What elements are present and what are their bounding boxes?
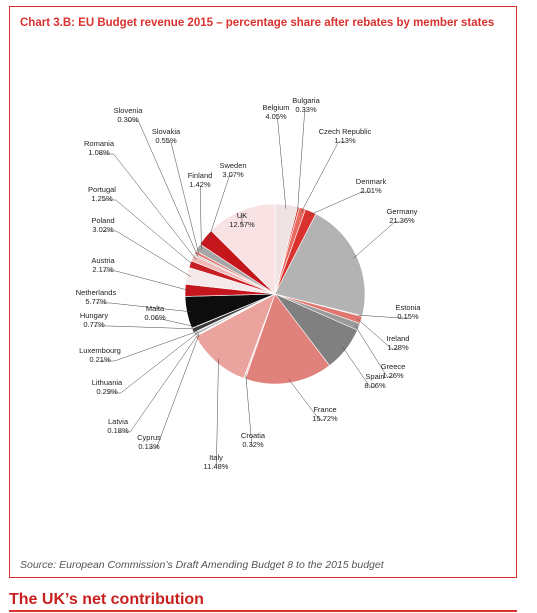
- leader-line-greece: [354, 325, 393, 378]
- slice-label-luxembourg: Luxembourg: [79, 346, 121, 355]
- leader-line-denmark: [309, 191, 371, 216]
- slice-value-france: 15.72%: [312, 414, 338, 423]
- source-note: Source: European Commission’s Draft Amen…: [20, 559, 384, 571]
- slice-label-denmark: Denmark: [356, 177, 387, 186]
- leader-line-romania: [99, 153, 197, 260]
- leader-line-hungary: [94, 325, 197, 330]
- slice-label-croatia: Croatia: [241, 431, 266, 440]
- slice-value-lithuania: 0.29%: [96, 387, 118, 396]
- slice-label-cyprus: Cyprus: [137, 433, 161, 442]
- slice-label-estonia: Estonia: [395, 303, 421, 312]
- slice-label-sweden: Sweden: [219, 161, 246, 170]
- section-heading: The UK’s net contribution: [9, 591, 204, 608]
- slice-value-croatia: 0.32%: [242, 440, 264, 449]
- slice-label-spain: Spain: [365, 372, 384, 381]
- leader-line-france: [288, 378, 325, 421]
- slice-value-slovenia: 0.30%: [117, 115, 139, 124]
- slice-label-uk: UK: [237, 211, 247, 220]
- slice-value-denmark: 2.01%: [360, 186, 382, 195]
- slice-label-greece: Greece: [381, 362, 406, 371]
- slice-value-latvia: 0.18%: [107, 426, 129, 435]
- slice-label-poland: Poland: [91, 216, 114, 225]
- pie-slice-uk: [210, 203, 276, 295]
- slice-value-portugal: 1.25%: [91, 194, 113, 203]
- slice-label-germany: Germany: [387, 207, 418, 216]
- leader-line-croatia: [245, 374, 253, 447]
- slice-value-slovakia: 0.55%: [155, 136, 177, 145]
- slice-value-greece: 1.26%: [382, 371, 404, 380]
- slice-label-lithuania: Lithuania: [92, 378, 123, 387]
- leader-line-latvia: [118, 333, 199, 433]
- slice-label-italy: Italy: [209, 453, 223, 462]
- leader-line-slovenia: [128, 120, 198, 257]
- slice-value-germany: 21.36%: [389, 216, 415, 225]
- slice-label-hungary: Hungary: [80, 311, 109, 320]
- leader-line-germany: [353, 221, 402, 259]
- slice-label-latvia: Latvia: [108, 417, 129, 426]
- slice-label-portugal: Portugal: [88, 185, 116, 194]
- slice-value-sweden: 3.07%: [222, 170, 244, 179]
- slice-value-italy: 11.48%: [204, 462, 229, 471]
- leader-line-italy: [216, 358, 219, 469]
- leader-line-ireland: [357, 318, 398, 350]
- leader-line-estonia: [358, 314, 408, 319]
- leader-line-cyprus: [149, 334, 200, 449]
- pie-slice-france: [244, 293, 330, 385]
- slice-label-france: France: [313, 405, 336, 414]
- slice-label-malta: Malta: [146, 304, 165, 313]
- leader-line-poland: [103, 230, 191, 277]
- slice-value-czech-republic: 1.13%: [334, 136, 356, 145]
- chart-title: Chart 3.B: EU Budget revenue 2015 – perc…: [20, 17, 495, 29]
- leader-line-slovakia: [166, 141, 200, 255]
- slice-value-poland: 3.02%: [92, 225, 114, 234]
- slice-label-bulgaria: Bulgaria: [292, 96, 320, 105]
- slice-label-czech-republic: Czech Republic: [319, 127, 372, 136]
- leader-line-lithuania: [107, 332, 199, 394]
- leader-line-spain: [342, 347, 375, 388]
- slice-label-austria: Austria: [91, 256, 115, 265]
- slice-value-ireland: 1.28%: [387, 343, 409, 352]
- slice-value-uk: 12.57%: [229, 220, 255, 229]
- leader-line-czech-republic: [301, 141, 345, 213]
- slice-value-romania: 1.08%: [88, 148, 110, 157]
- slice-value-spain: 8.06%: [364, 381, 386, 390]
- slice-label-netherlands: Netherlands: [76, 288, 117, 297]
- slice-value-hungary: 0.77%: [83, 320, 105, 329]
- slice-label-belgium: Belgium: [262, 103, 289, 112]
- pie-slice-germany: [274, 213, 366, 317]
- slice-value-cyprus: 0.13%: [138, 442, 160, 451]
- heading-divider: [9, 610, 517, 612]
- slice-value-belgium: 4.05%: [265, 112, 287, 121]
- leader-line-malta: [155, 318, 196, 328]
- slice-value-bulgaria: 0.33%: [295, 105, 317, 114]
- chart-frame: Chart 3.B: EU Budget revenue 2015 – perc…: [9, 6, 517, 578]
- pie-slice-italy: [195, 293, 276, 379]
- leader-line-finland: [199, 185, 202, 250]
- leader-line-sweden: [208, 175, 233, 240]
- leader-line-austria: [103, 270, 190, 291]
- slice-label-slovenia: Slovenia: [114, 106, 144, 115]
- slice-value-austria: 2.17%: [92, 265, 114, 274]
- leader-line-belgium: [276, 117, 287, 209]
- slice-label-ireland: Ireland: [387, 334, 410, 343]
- leader-line-luxembourg: [100, 331, 198, 362]
- slice-label-finland: Finland: [188, 171, 213, 180]
- leader-line-portugal: [102, 199, 195, 266]
- slice-label-slovakia: Slovakia: [152, 127, 181, 136]
- leader-line-bulgaria: [297, 110, 306, 212]
- slice-value-finland: 1.42%: [189, 180, 211, 189]
- leader-line-netherlands: [96, 302, 191, 313]
- slice-value-malta: 0.06%: [144, 313, 166, 322]
- slice-value-netherlands: 5.77%: [85, 297, 107, 306]
- slice-value-luxembourg: 0.21%: [89, 355, 111, 364]
- slice-label-romania: Romania: [84, 139, 115, 148]
- slice-value-estonia: 0.15%: [397, 312, 419, 321]
